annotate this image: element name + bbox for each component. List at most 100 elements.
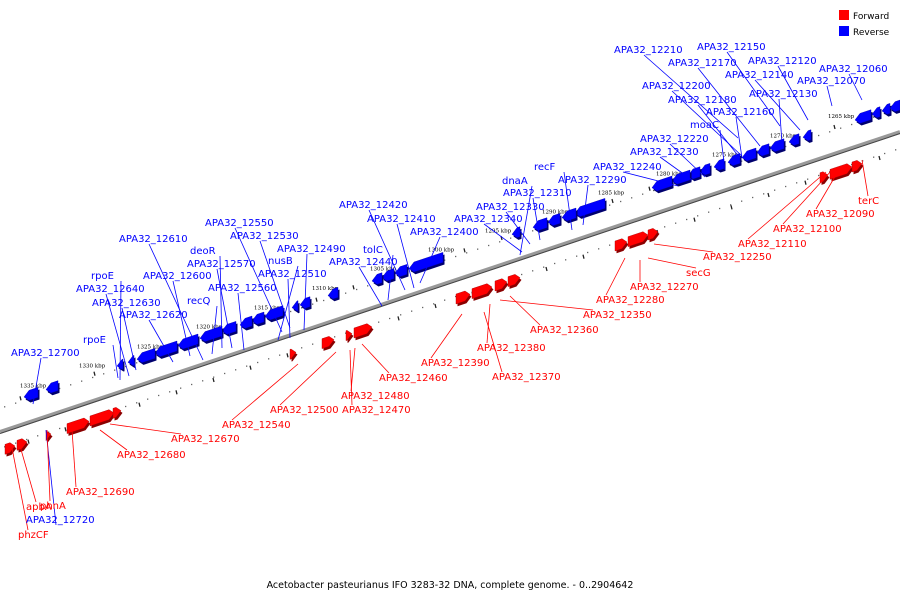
reverse-gene-label[interactable]: APA32_12550 <box>205 218 274 229</box>
forward-gene-label[interactable]: APA32_12270 <box>630 282 699 293</box>
reverse-gene-arrow[interactable] <box>408 252 444 273</box>
reverse-gene-label[interactable]: APA32_12200 <box>642 81 711 92</box>
forward-gene-label[interactable]: APA32_12470 <box>342 405 411 416</box>
reverse-gene-label[interactable]: APA32_12570 <box>187 259 256 270</box>
forward-gene-label[interactable]: APA32_12390 <box>421 358 490 369</box>
reverse-gene-arrow[interactable] <box>889 99 900 112</box>
reverse-gene-label[interactable]: rpoE <box>83 335 106 346</box>
reverse-gene-label[interactable]: deoR <box>190 246 216 257</box>
reverse-gene-label[interactable]: APA32_12620 <box>119 310 188 321</box>
forward-gene-label[interactable]: APA32_12100 <box>773 224 842 235</box>
reverse-gene-arrow[interactable] <box>881 103 891 115</box>
reverse-gene-label[interactable]: APA32_12330 <box>476 202 545 213</box>
reverse-gene-arrow[interactable] <box>871 106 881 118</box>
forward-gene-arrow[interactable] <box>89 409 115 427</box>
forward-gene-label[interactable]: APA32_12250 <box>703 252 772 263</box>
reverse-gene-label[interactable]: APA32_12610 <box>119 234 188 245</box>
reverse-gene-label[interactable]: APA32_12290 <box>558 175 627 186</box>
reverse-gene-arrow[interactable] <box>854 109 872 124</box>
reverse-gene-label[interactable]: APA32_12070 <box>797 76 866 87</box>
reverse-gene-label[interactable]: rpoE <box>91 271 114 282</box>
reverse-gene-arrow[interactable] <box>651 175 673 192</box>
reverse-gene-label[interactable]: APA32_12150 <box>697 42 766 53</box>
forward-gene-label[interactable]: terC <box>858 196 879 207</box>
forward-gene-arrow[interactable] <box>819 171 829 183</box>
reverse-gene-arrow[interactable] <box>769 138 785 152</box>
reverse-gene-arrow[interactable] <box>136 348 156 363</box>
reverse-gene-label[interactable]: APA32_12160 <box>706 107 775 118</box>
forward-gene-label[interactable]: APA32_12460 <box>379 373 448 384</box>
forward-gene-label[interactable]: APA32_12360 <box>530 325 599 336</box>
reverse-gene-arrow[interactable] <box>741 147 757 162</box>
reverse-gene-arrow[interactable] <box>251 311 265 325</box>
forward-gene-arrow[interactable] <box>507 274 521 287</box>
reverse-gene-arrow[interactable] <box>547 213 561 226</box>
forward-gene-label[interactable]: APA32_12110 <box>738 239 807 250</box>
reverse-gene-label[interactable]: APA32_12530 <box>230 231 299 242</box>
reverse-gene-label[interactable]: APA32_12630 <box>92 298 161 309</box>
forward-gene-arrow[interactable] <box>66 417 90 434</box>
reverse-gene-arrow[interactable] <box>561 207 577 222</box>
forward-gene-arrow[interactable] <box>851 160 863 173</box>
reverse-gene-arrow[interactable] <box>511 226 521 238</box>
reverse-gene-arrow[interactable] <box>802 129 812 141</box>
reverse-gene-label[interactable]: APA32_12120 <box>748 56 817 67</box>
forward-gene-label[interactable]: APA32_12540 <box>222 420 291 431</box>
reverse-gene-arrow[interactable] <box>756 143 770 157</box>
reverse-gene-label[interactable]: APA32_12230 <box>630 147 699 158</box>
forward-gene-label[interactable]: APA32_12350 <box>583 310 652 321</box>
reverse-gene-label[interactable]: recQ <box>187 296 211 307</box>
forward-gene-arrow[interactable] <box>321 336 335 349</box>
forward-gene-arrow[interactable] <box>614 238 628 252</box>
reverse-gene-label[interactable]: APA32_12240 <box>593 162 662 173</box>
reverse-gene-label[interactable]: APA32_12130 <box>749 89 818 100</box>
reverse-gene-label[interactable]: moaC <box>690 120 719 131</box>
reverse-gene-arrow[interactable] <box>532 217 548 231</box>
forward-gene-label[interactable]: APA32_12480 <box>341 391 410 402</box>
reverse-gene-label[interactable]: APA32_12490 <box>277 244 346 255</box>
reverse-gene-label[interactable]: APA32_12410 <box>367 214 436 225</box>
forward-gene-label[interactable]: APA32_12670 <box>171 434 240 445</box>
reverse-gene-label[interactable]: APA32_12140 <box>725 70 794 81</box>
reverse-gene-label[interactable]: APA32_12600 <box>143 271 212 282</box>
forward-gene-label[interactable]: phnA <box>40 501 66 512</box>
forward-gene-arrow[interactable] <box>353 323 373 339</box>
reverse-gene-label[interactable]: APA32_12170 <box>668 58 737 69</box>
reverse-gene-arrow[interactable] <box>727 153 741 166</box>
forward-gene-label[interactable]: APA32_12090 <box>806 209 875 220</box>
forward-gene-label[interactable]: APA32_12500 <box>270 405 339 416</box>
reverse-gene-label[interactable]: APA32_12180 <box>668 95 737 106</box>
forward-gene-arrow[interactable] <box>16 438 28 451</box>
reverse-gene-arrow[interactable] <box>291 300 299 312</box>
reverse-gene-label[interactable]: APA32_12700 <box>11 348 80 359</box>
reverse-gene-arrow[interactable] <box>327 287 339 300</box>
reverse-gene-label[interactable]: tolC <box>363 245 383 256</box>
forward-gene-arrow[interactable] <box>647 228 659 241</box>
forward-gene-label[interactable]: secG <box>686 268 711 279</box>
reverse-gene-label[interactable]: APA32_12560 <box>208 283 277 294</box>
forward-gene-label[interactable]: apbA <box>26 502 52 513</box>
forward-gene-arrow[interactable] <box>471 283 493 299</box>
reverse-gene-label[interactable]: recF <box>534 162 556 173</box>
reverse-gene-arrow[interactable] <box>239 315 253 329</box>
forward-gene-arrow[interactable] <box>627 231 649 247</box>
reverse-gene-arrow[interactable] <box>127 355 135 366</box>
reverse-gene-label[interactable]: APA32_12640 <box>76 284 145 295</box>
reverse-gene-arrow[interactable] <box>788 133 800 146</box>
forward-gene-label[interactable]: APA32_12680 <box>117 450 186 461</box>
reverse-gene-arrow[interactable] <box>264 305 284 321</box>
reverse-gene-label[interactable]: APA32_12420 <box>339 200 408 211</box>
reverse-gene-label[interactable]: dnaA <box>502 176 528 187</box>
reverse-gene-label[interactable]: APA32_12060 <box>819 64 888 75</box>
reverse-gene-label[interactable]: nusB <box>268 256 293 267</box>
reverse-gene-label[interactable]: APA32_12400 <box>410 227 479 238</box>
forward-gene-label[interactable]: APA32_12690 <box>66 487 135 498</box>
reverse-gene-label[interactable]: APA32_12210 <box>614 45 683 56</box>
reverse-gene-arrow[interactable] <box>713 158 725 171</box>
reverse-gene-label[interactable]: APA32_12440 <box>329 257 398 268</box>
forward-gene-label[interactable]: APA32_12380 <box>477 343 546 354</box>
reverse-gene-label[interactable]: APA32_12720 <box>26 515 95 526</box>
reverse-gene-label[interactable]: APA32_12340 <box>454 214 523 225</box>
forward-gene-label[interactable]: phzCF <box>18 530 49 541</box>
reverse-gene-label[interactable]: APA32_12310 <box>503 188 572 199</box>
